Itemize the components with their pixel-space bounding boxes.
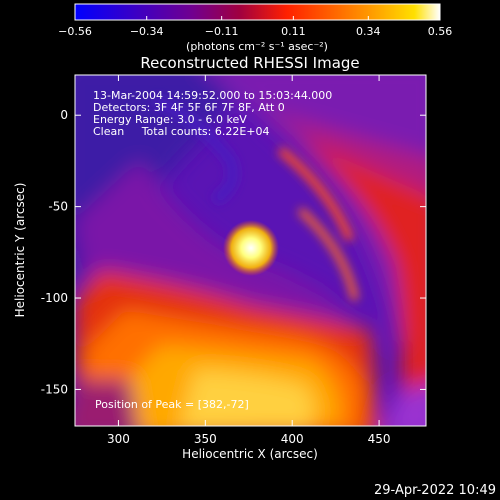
colorbar-tick-label: −0.11 [205,25,239,38]
info-line-energy: Energy Range: 3.0 - 6.0 keV [93,113,247,126]
info-line-counts: Clean Total counts: 6.22E+04 [93,125,270,138]
chart-title: Reconstructed RHESSI Image [140,54,359,72]
colorbar-tick-label: 0.34 [356,25,381,38]
y-tick-label: 0 [60,108,68,122]
y-tick-label: -100 [41,291,68,305]
y-axis: 0 -50 -100 -150 [41,108,426,396]
y-tick-label: -50 [48,200,68,214]
colorbar-tick-label: −0.56 [58,25,92,38]
observation-info: 13-Mar-2004 14:59:52.000 to 15:03:44.000… [93,89,332,138]
x-tick-label: 400 [281,432,304,446]
x-tick-label: 300 [107,432,130,446]
colorbar-tick-label: −0.34 [130,25,164,38]
colorbar: −0.56 −0.34 −0.11 0.11 0.34 0.56 (photons cm⁻… [58,3,452,53]
peak-position-label: Position of Peak = [382,-72] [95,398,249,411]
x-tick-label: 450 [368,432,391,446]
y-tick-label: -150 [41,382,68,396]
colorbar-units: (photons cm⁻² s⁻¹ asec⁻²) [186,40,328,53]
x-axis-label: Heliocentric X (arcsec) [182,447,318,461]
colorbar-tick-label: 0.56 [428,25,453,38]
x-tick-label: 350 [194,432,217,446]
flare-peak [223,220,279,276]
colorbar-ticks: −0.56 −0.34 −0.11 0.11 0.34 0.56 [58,16,452,38]
x-axis: 300 350 400 450 [107,75,391,446]
colorbar-gradient [74,3,441,21]
footer-date: 29-Apr-2022 10:49 [374,483,496,498]
plot-frame [74,74,427,427]
info-line-detectors: Detectors: 3F 4F 5F 6F 7F 8F, Att 0 [93,101,285,114]
colorbar-tick-label: 0.11 [281,25,306,38]
heatmap [75,75,426,426]
info-line-time: 13-Mar-2004 14:59:52.000 to 15:03:44.000 [93,89,332,102]
y-axis-label: Heliocentric Y (arcsec) [13,183,27,318]
